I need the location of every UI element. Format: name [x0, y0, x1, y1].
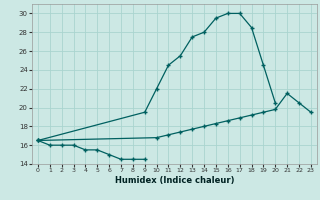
X-axis label: Humidex (Indice chaleur): Humidex (Indice chaleur) [115, 176, 234, 185]
